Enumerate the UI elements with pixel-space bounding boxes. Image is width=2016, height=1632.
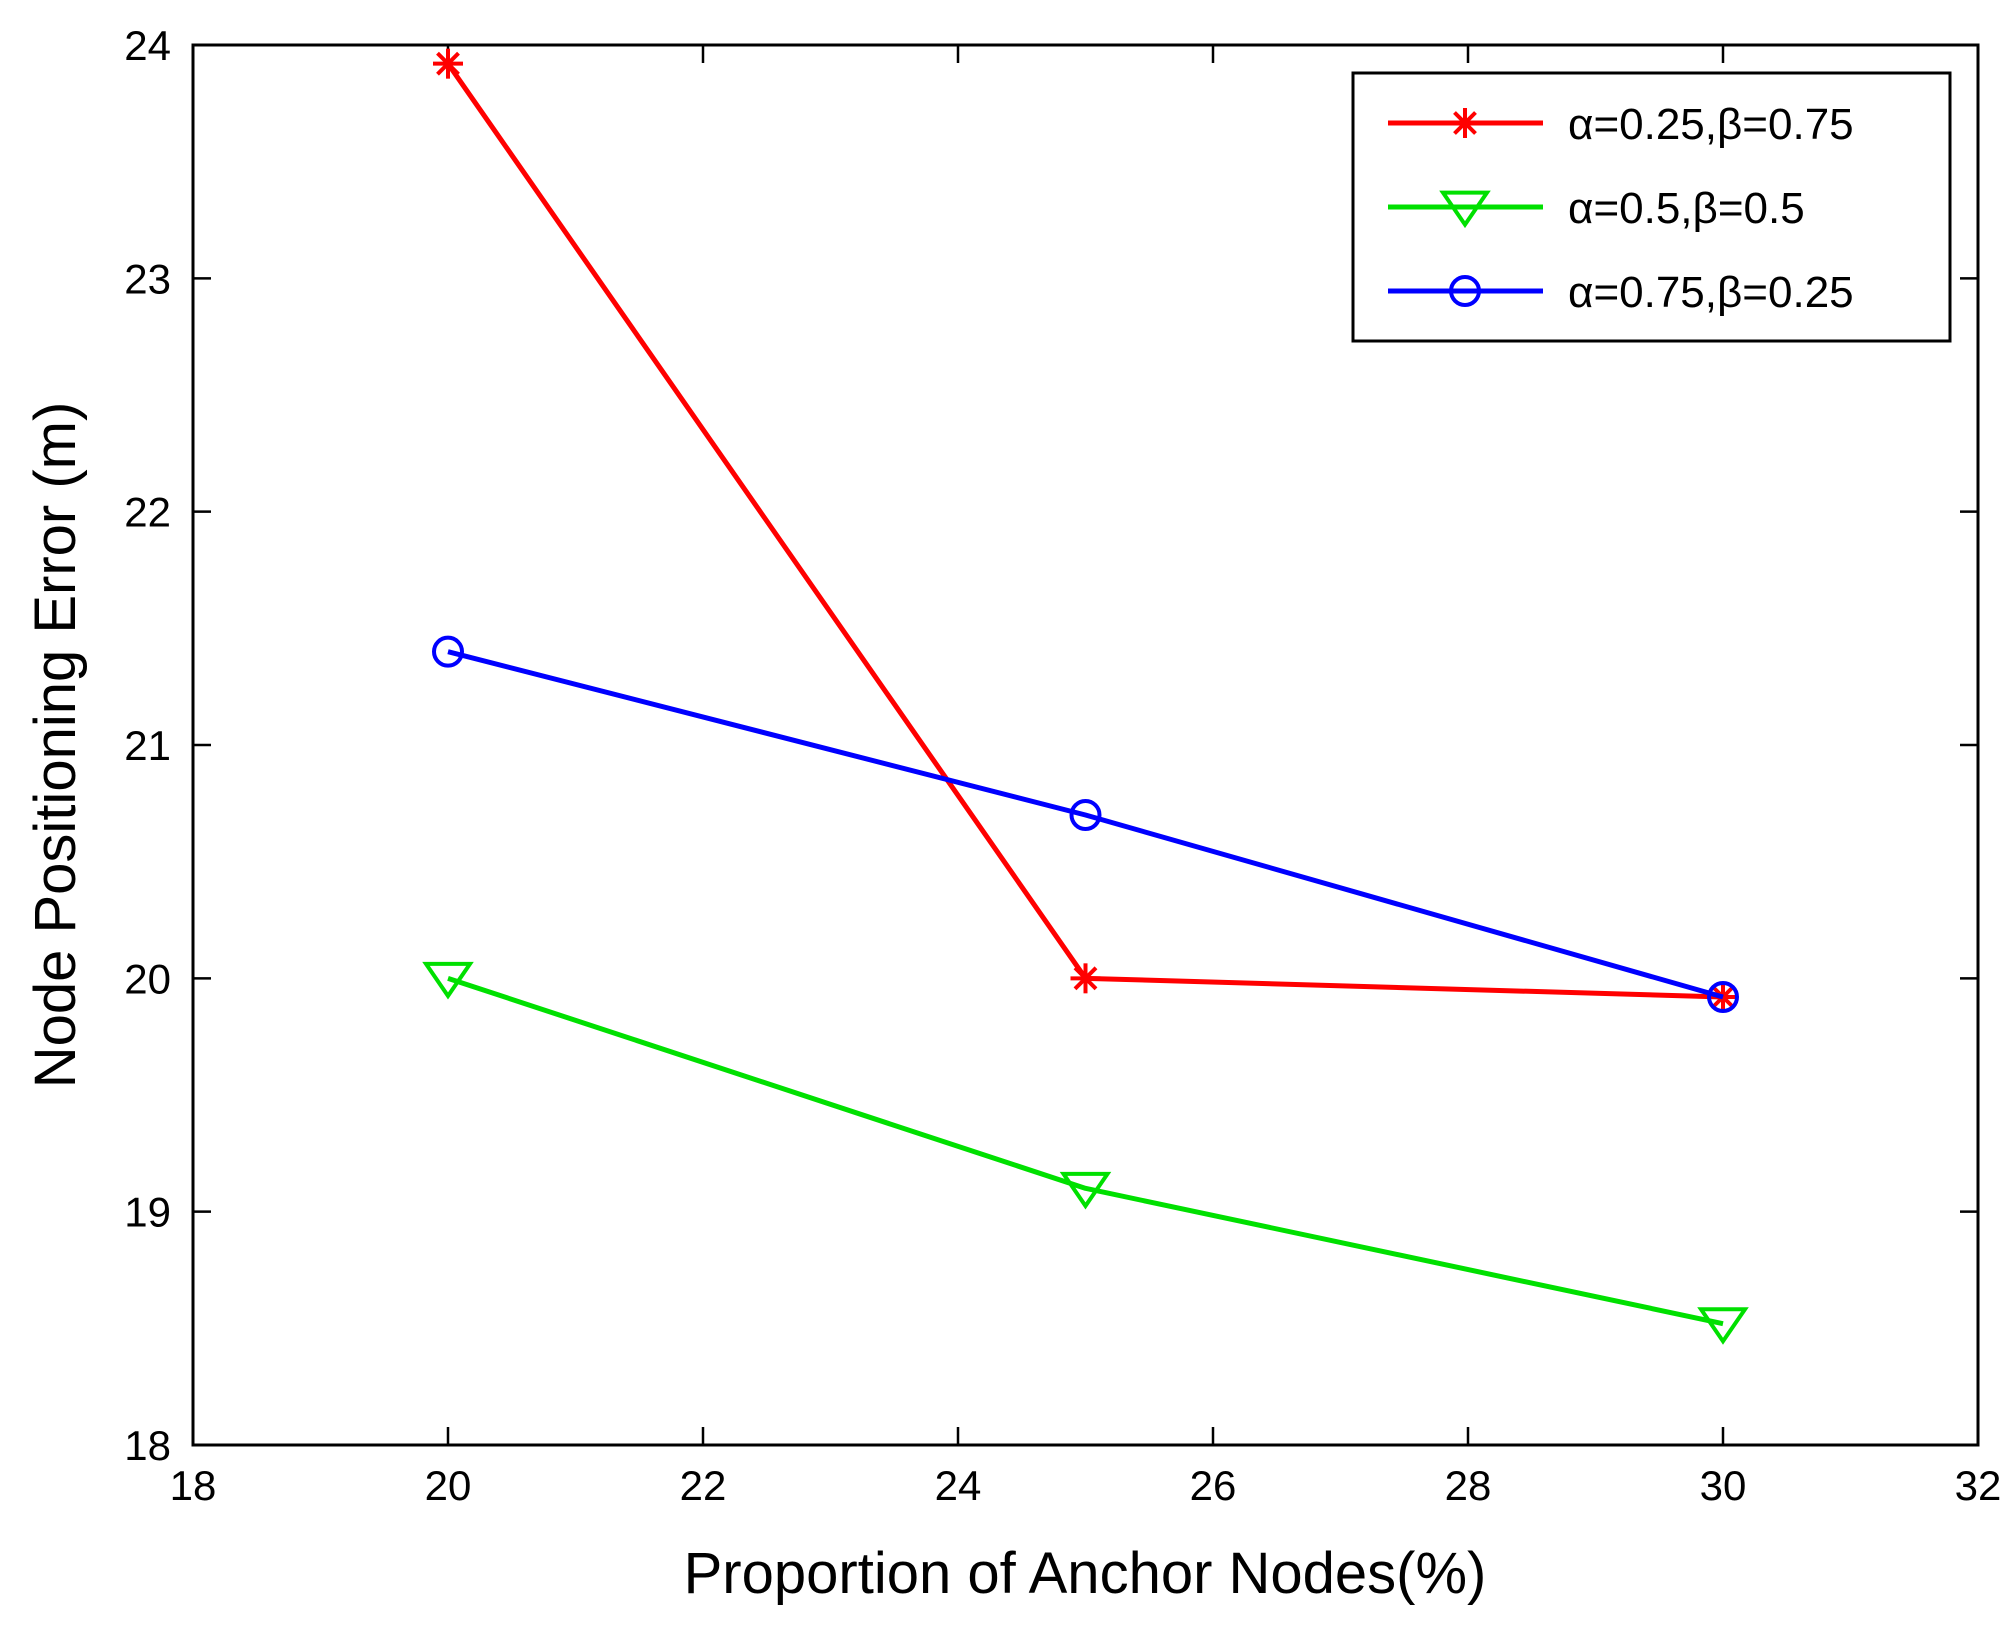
series-line-3 [447,649,1724,1000]
legend-label: α=0.25,β=0.75 [1568,100,1854,149]
legend-swatch-marker [1449,275,1481,307]
legend-swatch-marker [1439,190,1491,229]
series-layer [422,48,1749,1345]
series-1-point [433,48,463,79]
y-tick-label: 20 [124,955,171,1002]
x-tick-label: 20 [425,1462,472,1509]
legend: α=0.25,β=0.75 α=0.5,β=0.5 α=0.75,β=0.25 [1351,71,1952,343]
series-2-point [1059,1171,1112,1210]
y-tick-label: 21 [124,722,171,769]
x-tick-label: 32 [1955,1462,2002,1509]
legend-swatch-marker [1450,108,1480,138]
y-tick-label: 24 [124,22,171,69]
x-tick-label: 18 [170,1462,217,1509]
x-tick-label: 24 [935,1462,982,1509]
legend-label: α=0.75,β=0.25 [1568,268,1854,317]
series-3-point [1069,799,1102,831]
y-tick-label: 23 [124,255,171,302]
x-tick-label: 26 [1190,1462,1237,1509]
y-tick-label: 19 [124,1189,171,1236]
series-2-point [422,961,474,1000]
x-tick-label: 22 [680,1462,727,1509]
series-2-point [1697,1307,1749,1345]
legend-label: α=0.5,β=0.5 [1568,184,1805,233]
series-1-point [1070,963,1101,994]
axis-ticks: 18 20 22 24 26 28 30 32 18 19 20 21 22 23 24 [124,22,2001,1509]
y-axis-title: Node Positioning Error (m) [23,402,88,1089]
x-tick-label: 28 [1445,1462,1492,1509]
y-tick-label: 22 [124,489,171,536]
y-tick-label: 18 [124,1422,171,1469]
series-line-2 [447,975,1724,1327]
series-3-point [1707,981,1739,1013]
series-3-point [432,635,464,668]
x-axis-title: Proportion of Anchor Nodes(%) [684,1541,1487,1606]
x-tick-label: 30 [1700,1462,1747,1509]
